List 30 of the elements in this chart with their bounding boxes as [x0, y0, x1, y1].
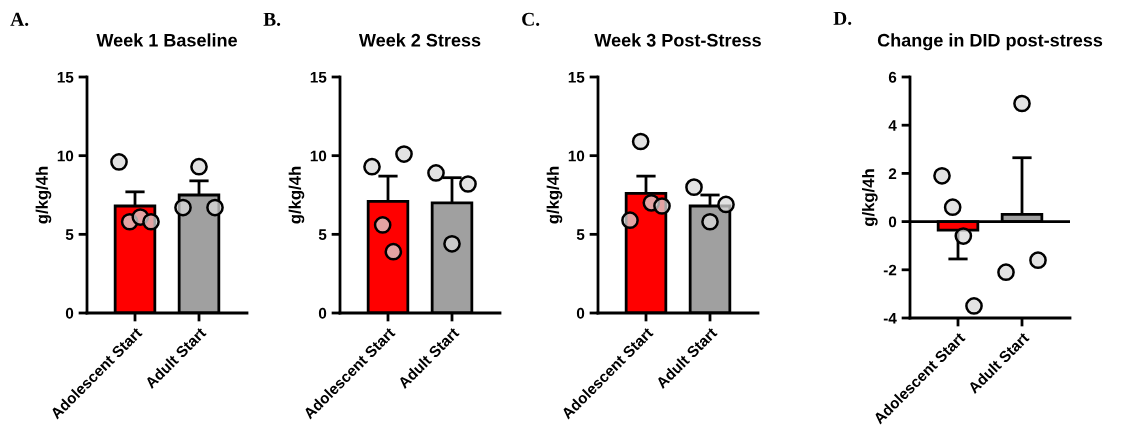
chart-title: Week 3 Post-Stress: [594, 33, 761, 47]
y-tick-label: 0: [576, 307, 585, 319]
y-tick-label: 2: [888, 168, 897, 179]
y-axis-title: g/kg/4h: [35, 166, 52, 224]
chart-title: Week 2 Stress: [358, 33, 481, 47]
y-tick-label: 0: [888, 216, 897, 228]
y-tick-label: 4: [888, 120, 897, 131]
chart-title: Change in DID post-stress: [877, 33, 1103, 51]
y-tick-label: 10: [57, 150, 74, 162]
chart-title: Week 1 Baseline: [96, 33, 237, 47]
text: D.: [833, 11, 852, 25]
y-tick-label: 0: [318, 307, 327, 319]
y-tick-label: 5: [65, 229, 74, 241]
y-tick-label: 5: [318, 229, 327, 241]
y-axis-title: g/kg/4h: [546, 166, 563, 224]
y-tick-label: 6: [888, 71, 897, 83]
text: B.: [263, 12, 281, 26]
y-tick-label: 15: [568, 72, 585, 83]
y-tick-label: 15: [57, 72, 74, 83]
y-axis-title: g/kg/4h: [288, 166, 305, 224]
y-tick-label: 0: [65, 307, 74, 319]
y-tick-label: -4: [883, 313, 897, 324]
y-tick-label: 15: [310, 72, 327, 83]
text: A.: [10, 12, 29, 26]
y-axis-title: g/kg/4h: [862, 169, 878, 226]
y-tick-label: 5: [576, 229, 585, 241]
y-tick-label: -2: [883, 264, 897, 276]
text: C.: [522, 12, 540, 26]
y-tick-label: 10: [568, 150, 585, 162]
y-tick-label: 10: [310, 150, 327, 162]
